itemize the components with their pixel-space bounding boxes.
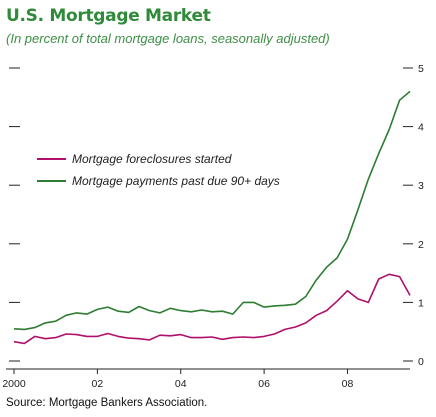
- x-tick-label: 06: [258, 378, 270, 390]
- legend-label: Mortgage payments past due 90+ days: [72, 174, 280, 188]
- legend-label: Mortgage foreclosures started: [72, 152, 232, 166]
- series-line-foreclosures: [13, 273, 411, 345]
- axes: 0 1 2 3 4 5 2000 02 04 06 08: [2, 63, 424, 390]
- y-tick-label: 4: [418, 122, 424, 134]
- y-tick-label: 5: [418, 63, 424, 75]
- x-tick-label: 2000: [2, 378, 26, 390]
- x-tick-label: 08: [342, 378, 354, 390]
- chart-subtitle: (In percent of total mortgage loans, sea…: [6, 31, 330, 46]
- x-tick-label: 02: [92, 378, 104, 390]
- source-note: Source: Mortgage Bankers Association.: [6, 397, 208, 409]
- y-tick-label: 3: [418, 180, 424, 192]
- series-line-past-due: [13, 90, 411, 331]
- chart-title: U.S. Mortgage Market: [6, 6, 211, 26]
- y-tick-label: 2: [418, 239, 424, 251]
- series-lines: [13, 90, 411, 345]
- y-tick-label: 1: [418, 297, 424, 309]
- x-tick-label: 04: [175, 378, 187, 390]
- legend: Mortgage foreclosures started Mortgage pa…: [37, 152, 280, 188]
- y-tick-label: 0: [418, 356, 424, 368]
